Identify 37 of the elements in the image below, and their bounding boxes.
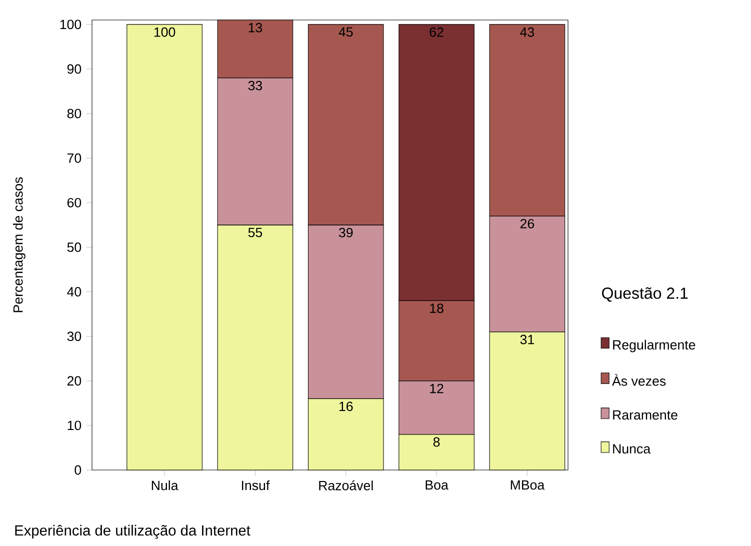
data-label: 39 — [338, 228, 353, 238]
data-label: 100 — [154, 27, 176, 37]
legend-label: Regularmente — [613, 340, 696, 352]
y-tick-label: 50 — [67, 242, 82, 252]
data-label: 33 — [248, 80, 262, 90]
data-label: 45 — [338, 27, 353, 37]
y-axis-title: Percentagem de casos — [12, 177, 26, 312]
legend-label: Raramente — [613, 410, 678, 420]
data-label: 8 — [433, 437, 440, 447]
data-label: 43 — [520, 27, 534, 37]
legend-label: Nunca — [613, 444, 651, 454]
data-label: 16 — [339, 402, 353, 412]
y-tick-label: 60 — [67, 198, 82, 208]
y-tick-label: 10 — [68, 420, 82, 430]
x-tick-label: Insuf — [242, 480, 270, 490]
data-label: 62 — [430, 27, 444, 37]
data-label: 13 — [248, 22, 262, 32]
x-tick-label: Boa — [426, 480, 448, 490]
data-label: 26 — [520, 218, 534, 228]
data-label: 55 — [248, 228, 262, 238]
x-tick-label: MBoa — [510, 480, 545, 490]
x-tick-label: Nula — [152, 480, 178, 490]
y-tick-label: 90 — [67, 64, 82, 74]
data-label: 12 — [430, 384, 444, 394]
legend-title: Questão 2.1 — [602, 287, 688, 302]
y-tick-label: 70 — [67, 153, 82, 163]
data-label: 31 — [520, 334, 534, 344]
y-tick-label: 30 — [67, 332, 82, 342]
y-tick-label: 0 — [74, 465, 82, 475]
x-axis-title: Experiência de utilização da Internet — [15, 524, 250, 539]
x-tick-label: Razoável — [319, 480, 373, 490]
legend-label: Às vezes — [612, 374, 666, 386]
y-tick-label: 40 — [67, 287, 82, 296]
y-tick-label: 20 — [67, 376, 82, 386]
data-label: 18 — [430, 304, 444, 314]
y-tick-label: 80 — [67, 108, 82, 118]
y-tick-label: 100 — [60, 20, 82, 30]
